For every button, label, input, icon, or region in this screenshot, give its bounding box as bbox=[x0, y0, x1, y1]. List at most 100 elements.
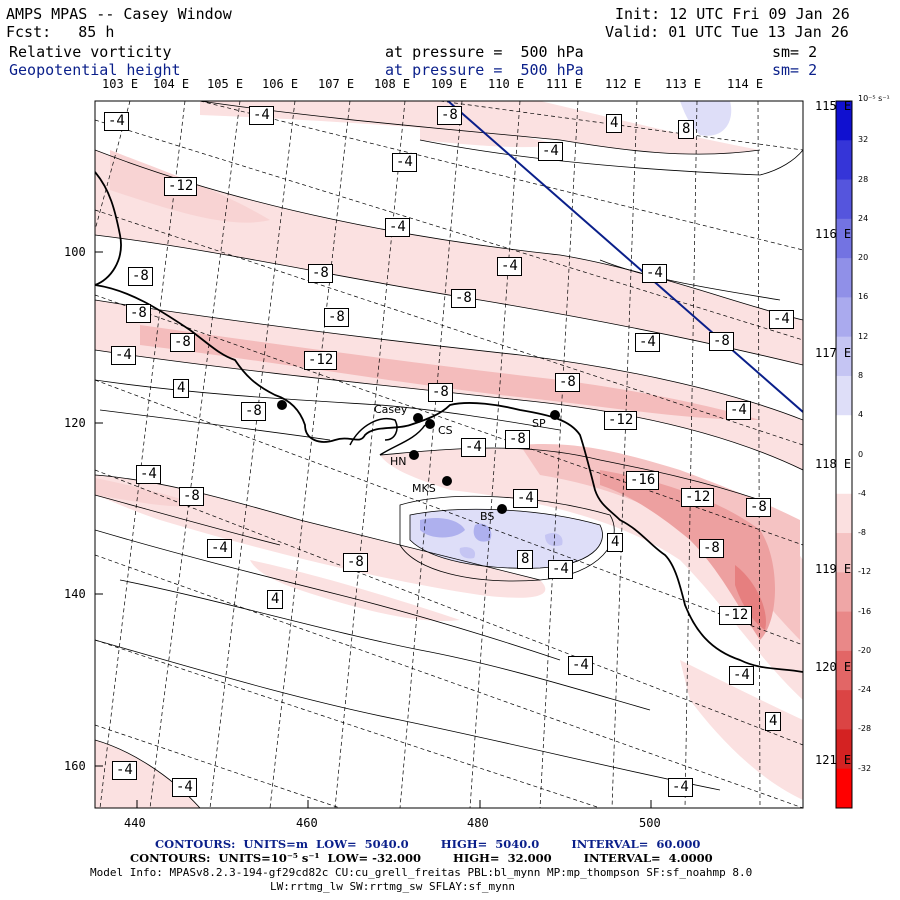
positive-vorticity-area bbox=[680, 101, 732, 136]
field1-smoothing: sm= 2 bbox=[772, 43, 818, 61]
colorbar-level-label: -12 bbox=[858, 567, 872, 577]
station-label: SP bbox=[532, 417, 546, 430]
contour-value-label: -4 bbox=[538, 142, 563, 161]
contour-value-label: -8 bbox=[308, 264, 333, 283]
station-dot bbox=[442, 476, 452, 486]
contour-value-label: -4 bbox=[207, 539, 232, 558]
map-frame bbox=[94, 100, 804, 809]
footer-contours-vorticity: CONTOURS: UNITS=10⁻⁵ s⁻¹ LOW= -32.000 HI… bbox=[130, 851, 713, 865]
lon-label: 105 E bbox=[207, 77, 244, 91]
lon-label: 103 E bbox=[102, 77, 139, 91]
lon-label-right: 117 E bbox=[815, 346, 852, 360]
contour-value-label: 8 bbox=[678, 120, 695, 139]
colorbar-level-label: -28 bbox=[858, 724, 872, 734]
x-tick-label: 460 bbox=[296, 816, 318, 830]
footer-model-info-2: LW:rrtmg_lw SW:rrtmg_sw SFLAY:sf_mynn bbox=[270, 880, 516, 893]
positive-vorticity-area bbox=[459, 547, 476, 559]
station-dots bbox=[277, 400, 560, 514]
contour-value-label: -12 bbox=[719, 606, 753, 625]
x-tick-label: 480 bbox=[467, 816, 489, 830]
contour-value-label: 4 bbox=[606, 114, 623, 133]
contour-value-label: -4 bbox=[729, 666, 754, 685]
positive-vorticity-area bbox=[473, 523, 492, 542]
lon-label-right: 116 E bbox=[815, 227, 852, 241]
colorbar-swatch bbox=[836, 493, 852, 534]
contour-value-label: -8 bbox=[746, 498, 771, 517]
lon-label-right: 119 E bbox=[815, 562, 852, 576]
colorbar-swatch bbox=[836, 729, 852, 770]
colorbar-swatch bbox=[836, 572, 852, 613]
lon-label-right: 121 E bbox=[815, 753, 852, 767]
colorbar-level-label: 12 bbox=[858, 331, 869, 341]
contour-value-label: -4 bbox=[642, 264, 667, 283]
vorticity-band bbox=[140, 325, 760, 420]
colorbar-swatch bbox=[836, 650, 852, 691]
contour-value-label: -4 bbox=[726, 401, 751, 420]
colorbar-level-label: 20 bbox=[858, 253, 869, 263]
colorbar-level-label: 4 bbox=[858, 410, 864, 420]
colorbar-level-label: 28 bbox=[858, 174, 869, 184]
station-dot bbox=[277, 400, 287, 410]
contour-value-label: 4 bbox=[173, 379, 190, 398]
station-dot bbox=[413, 413, 423, 423]
x-tick-label: 440 bbox=[124, 816, 146, 830]
contour-value-label: 4 bbox=[607, 533, 624, 552]
colorbar-level-label: -20 bbox=[858, 645, 872, 655]
colorbar-level-label: 0 bbox=[858, 449, 864, 459]
lon-label-right: 120 E bbox=[815, 660, 852, 674]
contour-value-label: -8 bbox=[699, 539, 724, 558]
colorbar-swatch bbox=[836, 101, 852, 141]
field1-name: Relative vorticity bbox=[9, 43, 172, 61]
contour-value-label: -4 bbox=[249, 106, 274, 125]
lon-label: 112 E bbox=[605, 77, 642, 91]
colorbar-swatch bbox=[836, 454, 852, 495]
lon-label: 114 E bbox=[727, 77, 764, 91]
vorticity-band bbox=[95, 475, 546, 598]
colorbar-level-label: -16 bbox=[858, 606, 872, 616]
valid-time: Valid: 01 UTC Tue 13 Jan 26 bbox=[605, 23, 849, 41]
contour-value-label: 8 bbox=[517, 550, 534, 569]
contour-value-label: -4 bbox=[111, 346, 136, 365]
colorbar-level-label: 24 bbox=[858, 213, 869, 223]
vorticity-band bbox=[250, 560, 460, 621]
contour-value-label: -4 bbox=[112, 761, 137, 780]
y-tick-label: 140 bbox=[64, 587, 86, 601]
colorbar-level-label: -4 bbox=[858, 488, 866, 498]
forecast-hour: Fcst: 85 h bbox=[6, 23, 115, 41]
colorbar-swatch bbox=[836, 179, 852, 220]
contour-value-label: -4 bbox=[769, 310, 794, 329]
contour-value-label: -8 bbox=[126, 304, 151, 323]
init-time: Init: 12 UTC Fri 09 Jan 26 bbox=[615, 5, 850, 23]
contour-value-label: -8 bbox=[128, 267, 153, 286]
lon-label: 104 E bbox=[153, 77, 190, 91]
coastline bbox=[95, 171, 803, 673]
colorbar-level-label: -8 bbox=[858, 528, 866, 538]
lon-label: 106 E bbox=[262, 77, 299, 91]
contour-value-label: -4 bbox=[461, 438, 486, 457]
colorbar-level-label: 8 bbox=[858, 370, 864, 380]
chart-title: AMPS MPAS -- Casey Window bbox=[6, 5, 232, 23]
station-label: MKS bbox=[412, 482, 436, 495]
station-label: HN bbox=[390, 455, 407, 468]
colorbar-level-label: -32 bbox=[858, 763, 872, 773]
lon-label-right: 115 E bbox=[815, 99, 852, 113]
colorbar-swatch bbox=[836, 611, 852, 652]
colorbar-swatch bbox=[836, 140, 852, 181]
axis-ticks bbox=[95, 251, 652, 808]
colorbar-unit: 10⁻⁵ s⁻¹ bbox=[858, 94, 890, 103]
positive-vorticity-area bbox=[545, 533, 563, 547]
colorbar-swatch bbox=[836, 375, 852, 416]
station-dot bbox=[550, 410, 560, 420]
colorbar-swatch bbox=[836, 533, 852, 573]
contour-value-label: -4 bbox=[392, 153, 417, 172]
colorbar-frame bbox=[835, 100, 853, 809]
contour-value-label: -4 bbox=[497, 257, 522, 276]
lon-label: 111 E bbox=[546, 77, 583, 91]
colorbar-swatch bbox=[836, 297, 852, 338]
coastline bbox=[349, 418, 426, 456]
station-dot bbox=[425, 419, 435, 429]
y-tick-label: 160 bbox=[64, 759, 86, 773]
colorbar-level-label: 16 bbox=[858, 292, 869, 302]
lon-label: 108 E bbox=[374, 77, 411, 91]
